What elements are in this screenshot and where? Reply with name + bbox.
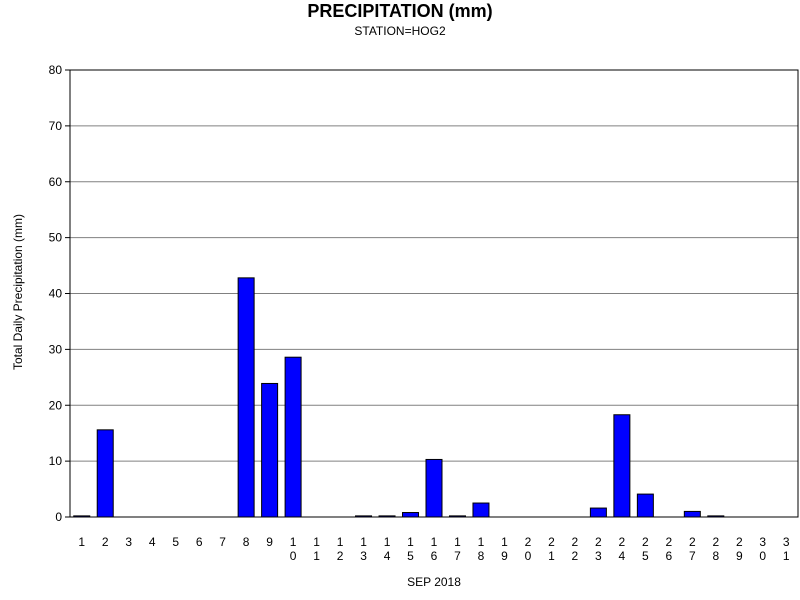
chart-title: PRECIPITATION (mm) (307, 1, 492, 21)
axes (65, 69, 799, 518)
x-tick-label: 3 (125, 535, 132, 549)
bar-day-25 (636, 493, 654, 518)
bar-day-2 (96, 429, 114, 518)
y-tick-label: 10 (49, 454, 63, 468)
x-axis-label: SEP 2018 (407, 575, 461, 589)
chart-subtitle: STATION=HOG2 (354, 24, 446, 38)
x-tick-labels: 1 2 3 4 5 6 7 8 9 1 01 11 21 31 41 51 61 71 81 92 02 12 22 32 42… (78, 535, 790, 563)
bar-day-23 (589, 507, 607, 518)
bar-day-16 (425, 458, 443, 518)
bar-day-15 (402, 512, 420, 518)
x-tick-label: 6 (196, 535, 203, 549)
x-tick-label: 2 (102, 535, 109, 549)
bars (73, 277, 725, 518)
bar-day-24 (613, 414, 631, 518)
x-tick-label: 8 (243, 535, 250, 549)
x-tick-label: 5 (172, 535, 179, 549)
grid-lines (70, 69, 798, 462)
bar-day-10 (284, 356, 302, 518)
y-tick-label: 70 (49, 119, 63, 133)
y-tick-label: 0 (55, 510, 62, 524)
x-tick-label: 4 (149, 535, 156, 549)
bar-day-18 (472, 502, 490, 518)
y-axis-label: Total Daily Precipitation (mm) (11, 214, 25, 370)
bar-day-8 (237, 277, 255, 518)
y-tick-label: 50 (49, 231, 63, 245)
bar-day-9 (261, 382, 279, 518)
y-tick-label: 40 (49, 287, 63, 301)
y-tick-label: 80 (49, 63, 63, 77)
y-tick-label: 20 (49, 398, 63, 412)
bar-day-27 (683, 510, 701, 518)
y-tick-label: 60 (49, 175, 63, 189)
plot-frame (69, 69, 799, 518)
x-tick-label: 7 (219, 535, 226, 549)
x-tick-label: 1 (78, 535, 85, 549)
y-tick-label: 30 (49, 342, 63, 356)
y-tick-labels: 0 10 20 30 40 50 60 70 80 (49, 63, 63, 524)
x-tick-label: 9 (266, 535, 273, 549)
